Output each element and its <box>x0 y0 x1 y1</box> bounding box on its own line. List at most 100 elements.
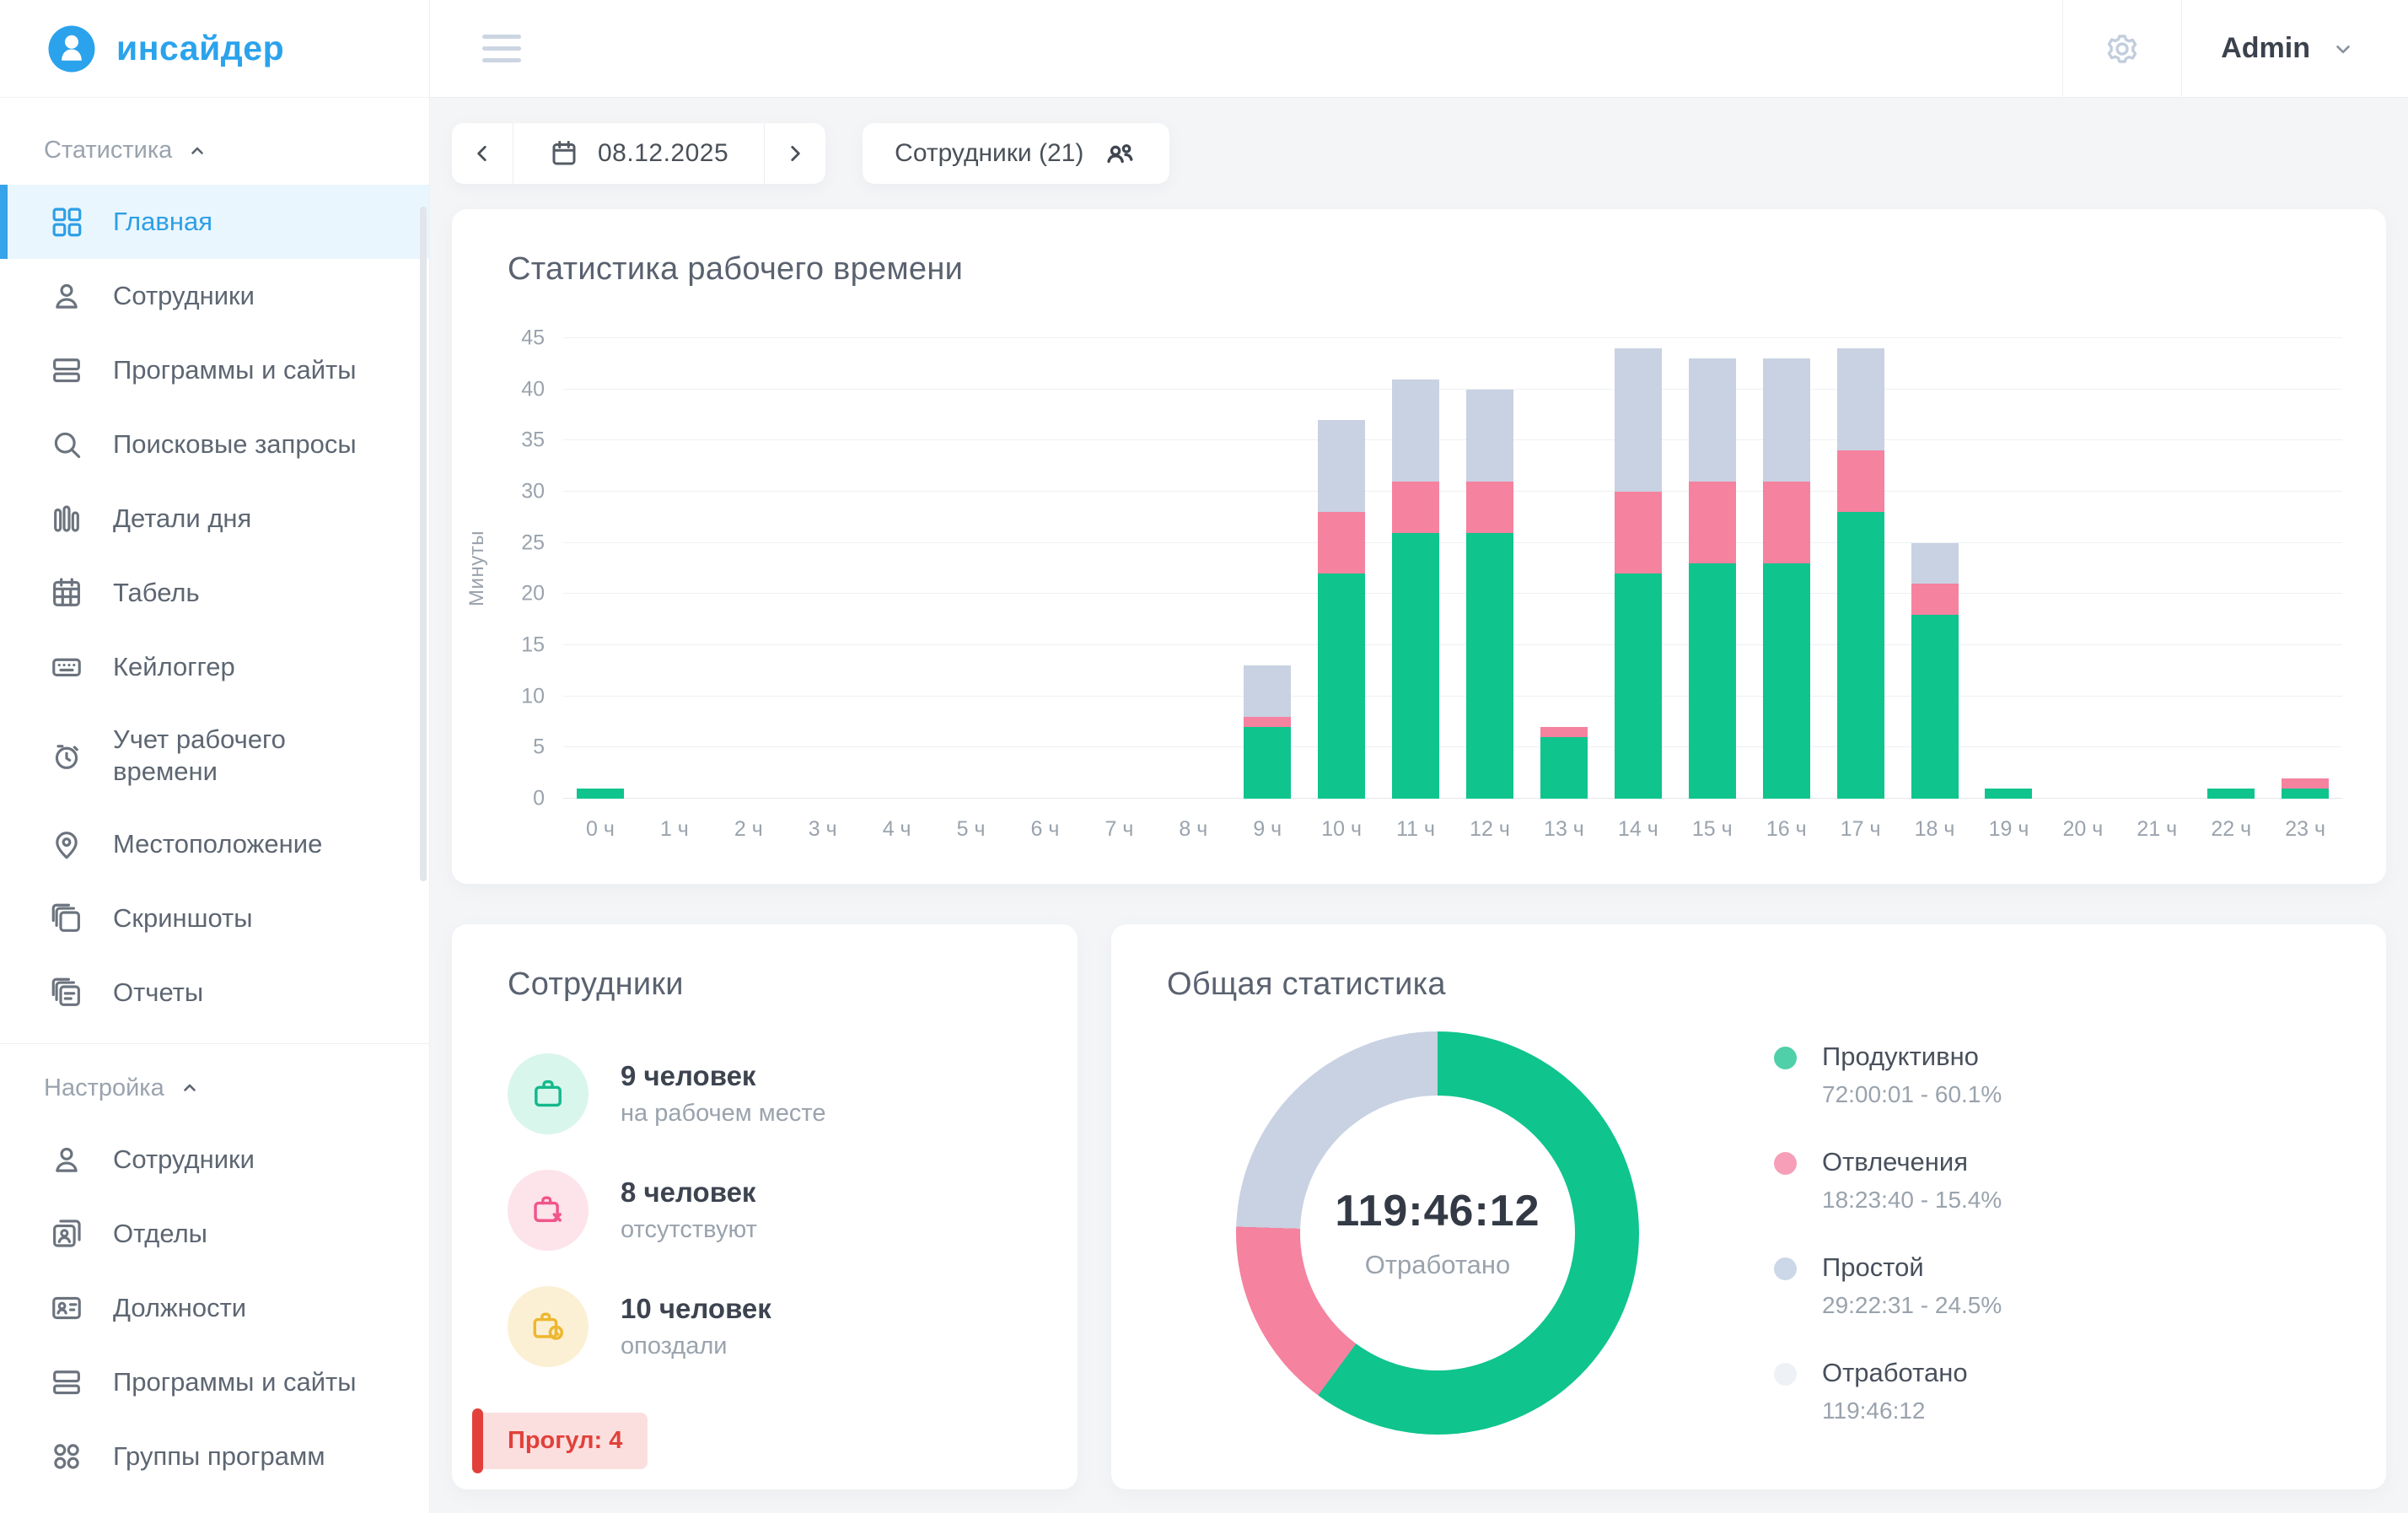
bar-slot <box>1675 338 1750 799</box>
sidebar-item-home[interactable]: Главная <box>0 185 429 259</box>
chevron-down-icon <box>2336 45 2350 53</box>
legend-item: Простой 29:22:31 - 24.5% <box>1774 1252 2002 1319</box>
bar-segment <box>1762 358 1810 482</box>
y-tick-label: 15 <box>521 633 545 657</box>
sidebar-item-employees[interactable]: Сотрудники <box>0 259 429 333</box>
sidebar-item-screenshots[interactable]: Скриншоты <box>0 881 429 956</box>
bar-slot <box>2268 338 2342 799</box>
sidebar-item-settings-programs-sites[interactable]: Программы и сайты <box>0 1345 429 1419</box>
chevron-left-icon <box>477 146 486 161</box>
sidebar-item-program-groups[interactable]: Группы программ <box>0 1419 429 1494</box>
sidebar-section-settings[interactable]: Настройка <box>0 1058 429 1123</box>
sidebar-item-day-details[interactable]: Детали дня <box>0 482 429 556</box>
sidebar-item-label: Отделы <box>113 1218 207 1248</box>
x-tick-label: 3 ч <box>808 817 837 841</box>
sidebar-item-label: Местоположение <box>113 828 323 859</box>
sidebar-item-reports[interactable]: Отчеты <box>0 956 429 1030</box>
employees-filter-label: Сотрудники (21) <box>895 139 1084 167</box>
gridline <box>563 491 2342 492</box>
x-tick-label: 5 ч <box>956 817 986 841</box>
y-tick-label: 10 <box>521 684 545 708</box>
bar-segment <box>1392 379 1440 482</box>
x-tick-label: 18 ч <box>1914 817 1955 841</box>
bar-segment <box>1836 512 1884 799</box>
bar-segment <box>2207 788 2255 799</box>
sidebar-item-search-queries[interactable]: Поисковые запросы <box>0 407 429 482</box>
employees-filter-button[interactable]: Сотрудники (21) <box>863 123 1170 184</box>
location-pin-icon <box>56 831 78 859</box>
person-icon <box>56 1147 78 1172</box>
absence-badge: Прогул: 4 <box>471 1408 648 1473</box>
sidebar-item-settings-employees[interactable]: Сотрудники <box>0 1123 429 1197</box>
hamburger-menu-icon[interactable] <box>482 35 521 62</box>
prev-day-button[interactable] <box>452 123 513 184</box>
x-tick-label: 11 ч <box>1396 817 1436 841</box>
bar-slot <box>1379 338 1453 799</box>
rows-icon <box>53 1370 80 1394</box>
sidebar-item-label: Программы и сайты <box>113 1366 357 1397</box>
gridline <box>563 746 2342 748</box>
bar-segment <box>1466 532 1514 799</box>
sidebar-item-departments[interactable]: Отделы <box>0 1197 429 1271</box>
x-tick-label: 10 ч <box>1321 817 1363 841</box>
sidebar-item-timesheet[interactable]: Табель <box>0 556 429 630</box>
logo[interactable]: инсайдер <box>0 0 429 98</box>
bar-slot <box>934 338 1008 799</box>
sidebar-item-location[interactable]: Местоположение <box>0 807 429 881</box>
bar-segment <box>1466 389 1514 482</box>
work-time-chart-card: Статистика рабочего времени Минуты 0 5 10 1… <box>452 209 2386 884</box>
sidebar-nav: Статистика Главная Сотрудники Программы и с… <box>0 98 429 1494</box>
user-name: Admin <box>2221 32 2310 64</box>
bar-slot <box>1304 338 1379 799</box>
date-control: 08.12.2025 <box>452 123 826 184</box>
chevron-up-icon <box>191 147 204 154</box>
x-tick-label: 4 ч <box>882 817 911 841</box>
sidebar-item-label: Кейлоггер <box>113 652 235 682</box>
sidebar-item-label: Поисковые запросы <box>113 429 357 460</box>
bar-13ч <box>1540 727 1588 799</box>
x-tick-label: 15 ч <box>1691 817 1733 841</box>
stat-label: опоздали <box>621 1333 728 1360</box>
gridline <box>563 439 2342 441</box>
sidebar-item-keylogger[interactable]: Кейлоггер <box>0 630 429 704</box>
logo-icon <box>48 25 95 72</box>
stat-value: 10 человек <box>621 1293 771 1324</box>
bar-22ч <box>2207 788 2255 799</box>
x-tick-label: 20 ч <box>2062 817 2104 841</box>
y-tick-label: 30 <box>521 479 545 503</box>
bar-segment <box>1318 420 1366 513</box>
y-tick-label: 25 <box>521 530 545 555</box>
rows-icon <box>53 358 80 383</box>
sidebar-item-label: Должности <box>113 1292 247 1322</box>
gridline <box>563 798 2342 799</box>
departments-icon <box>53 1220 81 1247</box>
legend-item: Отвлечения 18:23:40 - 15.4% <box>1774 1147 2002 1214</box>
sidebar-section-statistics[interactable]: Статистика <box>0 120 429 185</box>
legend-dot <box>1774 1152 1797 1175</box>
sidebar-item-label: Главная <box>113 207 212 237</box>
bar-slot <box>2194 338 2268 799</box>
sidebar-scrollbar[interactable] <box>420 207 427 881</box>
bar-segment <box>1762 481 1810 563</box>
dashboard-icon <box>52 207 82 237</box>
bar-slot <box>1082 338 1156 799</box>
y-tick-label: 0 <box>533 786 545 810</box>
bar-segment <box>1244 727 1292 799</box>
settings-button[interactable] <box>2062 0 2183 97</box>
sidebar-item-positions[interactable]: Должности <box>0 1271 429 1345</box>
sidebar-item-programs-sites[interactable]: Программы и сайты <box>0 333 429 407</box>
bar-slot <box>1156 338 1230 799</box>
x-tick-label: 7 ч <box>1105 817 1134 841</box>
briefcase-x-icon <box>534 1196 562 1222</box>
next-day-button[interactable] <box>765 123 825 184</box>
legend-label: Отработано <box>1822 1358 1968 1387</box>
bar-10ч <box>1318 420 1366 799</box>
keyboard-icon <box>52 658 81 677</box>
user-menu[interactable]: Admin <box>2182 0 2408 97</box>
date-picker[interactable]: 08.12.2025 <box>513 123 766 184</box>
legend-detail: 72:00:01 - 60.1% <box>1822 1081 2002 1107</box>
sidebar-item-time-tracking[interactable]: Учет рабочего времени <box>0 704 429 807</box>
stat-icon-circle <box>508 1170 589 1251</box>
sidebar-item-label: Программы и сайты <box>113 355 357 385</box>
gridline <box>563 541 2342 543</box>
